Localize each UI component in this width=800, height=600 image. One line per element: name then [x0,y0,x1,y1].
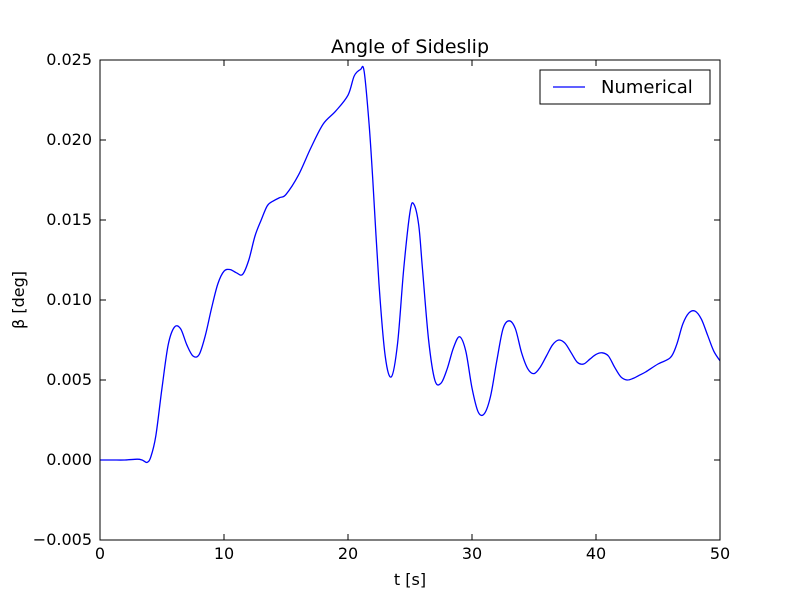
y-tick-label: 0.015 [46,210,92,229]
x-tick-label: 30 [462,544,482,563]
y-tick-label: 0.000 [46,450,92,469]
y-tick-label: −0.005 [33,530,92,549]
y-tick-label: 0.010 [46,290,92,309]
plot-area [100,60,720,540]
x-tick-label: 0 [95,544,105,563]
series-line-numerical [100,65,720,464]
x-axis-label: t [s] [394,570,426,589]
chart-title: Angle of Sideslip [331,36,489,58]
x-tick-label: 50 [710,544,730,563]
legend-label-numerical: Numerical [601,77,693,98]
legend: Numerical [539,69,711,105]
y-tick-label: 0.020 [46,130,92,149]
y-axis-label: β [deg] [9,271,28,329]
x-tick-label: 40 [586,544,606,563]
y-tick-label: 0.005 [46,370,92,389]
x-tick-label: 20 [338,544,358,563]
plot-frame [99,59,721,541]
tick-labels: 0 10 20 30 40 50 −0.005 0.000 0.005 0.010 0.015 0.0… [33,50,730,563]
x-tick-label: 10 [214,544,234,563]
y-tick-label: 0.025 [46,50,92,69]
